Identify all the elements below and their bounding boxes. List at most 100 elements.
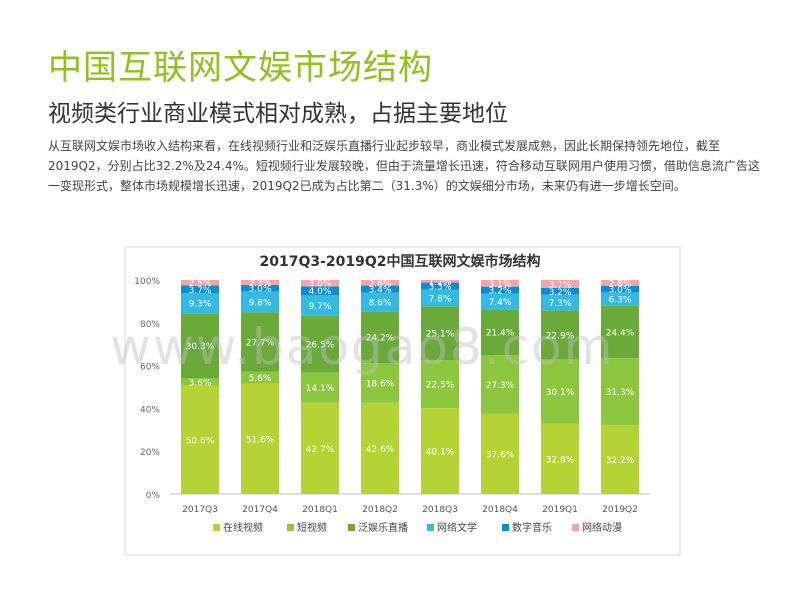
data-label: 50.6% xyxy=(186,436,215,446)
data-label: 9.7% xyxy=(309,302,332,312)
bar-segment-1 xyxy=(541,423,579,494)
y-tick-label: 40% xyxy=(140,405,160,415)
chart-title: 2017Q3-2019Q2中国互联网文娱市场结构 xyxy=(259,253,540,270)
data-label: 25.1% xyxy=(426,330,455,340)
data-label: 7.4% xyxy=(489,298,512,308)
data-label: 3.7% xyxy=(189,286,212,296)
data-label: 3.0% xyxy=(609,286,632,296)
bar-segment-4 xyxy=(241,291,279,313)
data-label: 2.5% xyxy=(189,279,212,289)
bar-segment-5 xyxy=(301,286,339,295)
bar-segment-2 xyxy=(601,358,639,426)
data-label: 7.8% xyxy=(429,294,452,304)
data-label: 9.8% xyxy=(249,298,272,308)
data-label: 3.6% xyxy=(189,378,212,388)
page-title: 中国互联网文娱市场结构 xyxy=(48,48,433,88)
bar-segment-2 xyxy=(181,378,219,386)
x-tick-label: 2018Q2 xyxy=(362,505,398,515)
x-tick-label: 2018Q1 xyxy=(302,505,338,515)
page-subtitle: 视频类行业商业模式相对成熟，占据主要地位 xyxy=(48,101,508,127)
bar-segment-5 xyxy=(181,285,219,294)
x-tick-label: 2017Q4 xyxy=(242,505,278,515)
bar-segment-2 xyxy=(421,360,459,409)
data-label: 30.3% xyxy=(186,342,215,352)
legend-swatch xyxy=(348,524,355,531)
bar-segment-5 xyxy=(541,287,579,295)
legend-swatch xyxy=(572,524,579,531)
chart-frame xyxy=(124,246,681,556)
data-label: 37.6% xyxy=(486,450,515,460)
bar-segment-3 xyxy=(481,309,519,356)
bar-segment-3 xyxy=(421,306,459,361)
legend-label: 网络文学 xyxy=(437,521,477,534)
data-label: 2.3% xyxy=(249,279,272,289)
data-label: 40.1% xyxy=(426,448,455,458)
data-label: 32.8% xyxy=(546,455,575,465)
data-label: 3.0% xyxy=(309,280,332,290)
data-label: 3.0% xyxy=(249,285,272,295)
bar-segment-2 xyxy=(301,372,339,403)
bar-segment-1 xyxy=(361,402,399,494)
data-label: 9.3% xyxy=(189,300,212,310)
bar-segment-6 xyxy=(541,280,579,288)
legend-label: 网络动漫 xyxy=(582,521,622,534)
bar-segment-5 xyxy=(481,286,519,294)
data-label: 2.6% xyxy=(369,279,392,289)
bar-segment-3 xyxy=(301,315,339,373)
bar-segment-1 xyxy=(241,383,279,494)
data-label: 27.7% xyxy=(246,338,275,348)
bar-segment-5 xyxy=(361,285,399,293)
legend-swatch xyxy=(427,524,434,531)
bar-segment-6 xyxy=(181,280,219,286)
data-label: 32.2% xyxy=(606,456,635,466)
data-label: 24.4% xyxy=(606,329,635,339)
bar-segment-3 xyxy=(181,313,219,379)
bar-segment-4 xyxy=(421,289,459,307)
data-label: 18.6% xyxy=(366,379,395,389)
bar-segment-5 xyxy=(421,282,459,290)
legend-swatch xyxy=(287,524,294,531)
legend-swatch xyxy=(213,524,220,531)
data-label: 3.1% xyxy=(489,280,512,290)
legend-swatch xyxy=(502,524,509,531)
y-tick-label: 0% xyxy=(146,491,161,501)
y-tick-label: 60% xyxy=(140,363,160,373)
bar-segment-6 xyxy=(601,280,639,286)
legend-label: 泛娱乐直播 xyxy=(358,521,408,534)
legend-label: 短视频 xyxy=(297,521,327,534)
bar-segment-3 xyxy=(361,311,399,364)
bar-segment-4 xyxy=(361,292,399,312)
data-label: 42.6% xyxy=(366,445,395,455)
data-label: 4.0% xyxy=(309,287,332,297)
y-tick-label: 100% xyxy=(134,277,160,287)
data-label: 42.7% xyxy=(306,445,335,455)
data-label: 7.3% xyxy=(549,299,572,309)
x-tick-label: 2018Q3 xyxy=(422,505,458,515)
bar-segment-5 xyxy=(601,285,639,293)
bar-segment-5 xyxy=(241,284,279,292)
bar-segment-6 xyxy=(481,280,519,287)
bar-segment-2 xyxy=(481,355,519,414)
bar-segment-6 xyxy=(361,280,399,286)
data-label: 3.7% xyxy=(549,280,572,290)
data-label: 8.6% xyxy=(369,299,392,309)
data-label: 22.9% xyxy=(546,331,575,341)
data-label: 24.2% xyxy=(366,334,395,344)
bar-segment-3 xyxy=(241,312,279,372)
data-label: 51.6% xyxy=(246,435,275,445)
x-tick-label: 2019Q2 xyxy=(602,505,638,515)
bar-segment-6 xyxy=(241,280,279,285)
data-label: 14.1% xyxy=(306,384,335,394)
body-paragraph: 从互联网文娱市场收入结构来看，在线视频行业和泛娱乐直播行业起步较早，商业模式发展… xyxy=(48,139,760,193)
bar-segment-1 xyxy=(181,385,219,494)
data-label: 3.4% xyxy=(369,286,392,296)
bar-segment-2 xyxy=(241,371,279,384)
bar-segment-4 xyxy=(301,294,339,316)
bar-segment-4 xyxy=(601,292,639,306)
data-label: 3.2% xyxy=(489,287,512,297)
bar-segment-6 xyxy=(421,280,459,283)
bar-segment-4 xyxy=(481,293,519,310)
bar-segment-4 xyxy=(541,294,579,311)
bar-segment-4 xyxy=(181,293,219,314)
